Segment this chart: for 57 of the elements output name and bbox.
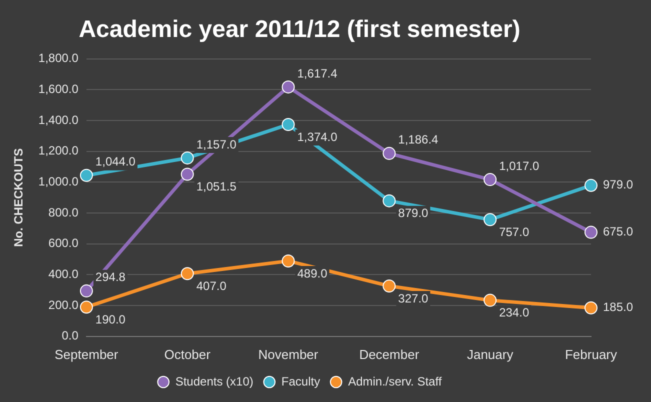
data-label: 979.0: [603, 178, 634, 192]
x-tick-label: November: [258, 346, 319, 362]
point: [584, 301, 598, 314]
y-tick-label: 1,200.0: [38, 144, 79, 158]
point: [180, 267, 194, 280]
chart-title: Academic year 2011/12 (first semester): [78, 16, 520, 44]
y-tick-label: 1,400.0: [38, 112, 79, 127]
point: [484, 213, 497, 226]
y-tick-label: 1,600.0: [38, 82, 79, 96]
data-label: 327.0: [398, 291, 429, 306]
point: [282, 80, 295, 94]
data-label: 234.0: [499, 306, 530, 320]
point: [282, 118, 295, 131]
y-tick-label: 1,000.0: [38, 174, 79, 188]
data-label: 1,374.0: [297, 130, 338, 144]
data-label: 190.0: [95, 312, 126, 326]
data-label: 489.0: [297, 266, 328, 280]
y-tick-label: 0.0: [62, 328, 79, 343]
data-label: 879.0: [398, 206, 429, 220]
point: [180, 151, 194, 164]
data-label: 185.0: [603, 300, 634, 314]
legend-label: Students (x10): [175, 374, 254, 388]
point: [80, 168, 93, 182]
x-tick-label: February: [564, 346, 618, 362]
data-label: 294.8: [95, 270, 126, 284]
point: [584, 178, 598, 192]
legend-label: Admin./serv. Staff: [348, 374, 442, 388]
data-label: 1,186.4: [398, 132, 439, 147]
point: [382, 279, 396, 292]
data-label: 407.0: [196, 278, 227, 293]
point: [484, 173, 497, 186]
y-tick-label: 800.0: [48, 205, 79, 220]
y-tick-label: 200.0: [48, 298, 79, 312]
x-tick-label: January: [466, 346, 514, 362]
data-label: 1,044.0: [95, 154, 136, 169]
y-tick-label: 400.0: [48, 267, 79, 282]
data-label: 1,017.0: [499, 158, 540, 173]
point: [282, 254, 295, 268]
y-axis-title: No. CHECKOUTS: [12, 148, 26, 247]
data-label: 1,157.0: [196, 137, 237, 152]
point: [80, 300, 93, 314]
x-tick-label: September: [54, 346, 119, 362]
data-label: 1,051.5: [196, 180, 237, 194]
y-tick-label: 600.0: [48, 236, 79, 250]
y-tick-label: 1,800.0: [38, 51, 79, 66]
data-label: 675.0: [603, 224, 634, 239]
x-tick-label: December: [359, 346, 420, 362]
point: [484, 294, 497, 307]
point: [584, 226, 598, 239]
point: [180, 168, 194, 181]
data-label: 757.0: [499, 224, 530, 239]
x-tick-label: October: [164, 346, 212, 362]
point: [382, 194, 396, 208]
data-label: 1,617.4: [297, 66, 338, 80]
point: [80, 284, 93, 298]
point: [382, 146, 396, 160]
legend-label: Faculty: [281, 374, 320, 388]
